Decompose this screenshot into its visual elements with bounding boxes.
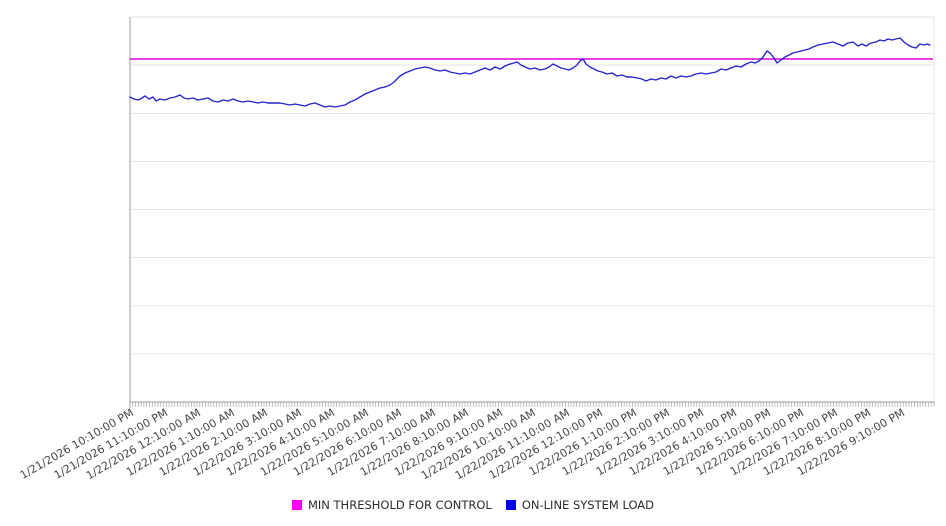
legend-item-min-threshold: MIN THRESHOLD FOR CONTROL <box>291 498 492 512</box>
legend-item-system-load: ON-LINE SYSTEM LOAD <box>505 498 655 512</box>
legend: MIN THRESHOLD FOR CONTROL ON-LINE SYSTEM… <box>0 498 946 512</box>
legend-label-threshold: MIN THRESHOLD FOR CONTROL <box>307 498 492 512</box>
legend-swatch-threshold <box>291 500 302 510</box>
legend-swatch-load <box>505 500 516 510</box>
minor-tick-marks <box>129 402 935 407</box>
legend-label-load: ON-LINE SYSTEM LOAD <box>521 498 655 512</box>
load-line-group <box>129 37 931 108</box>
gridlines <box>130 64 934 355</box>
plot-borders <box>129 16 935 408</box>
online-system-load-line <box>129 37 931 108</box>
x-axis-ticks <box>129 402 935 407</box>
